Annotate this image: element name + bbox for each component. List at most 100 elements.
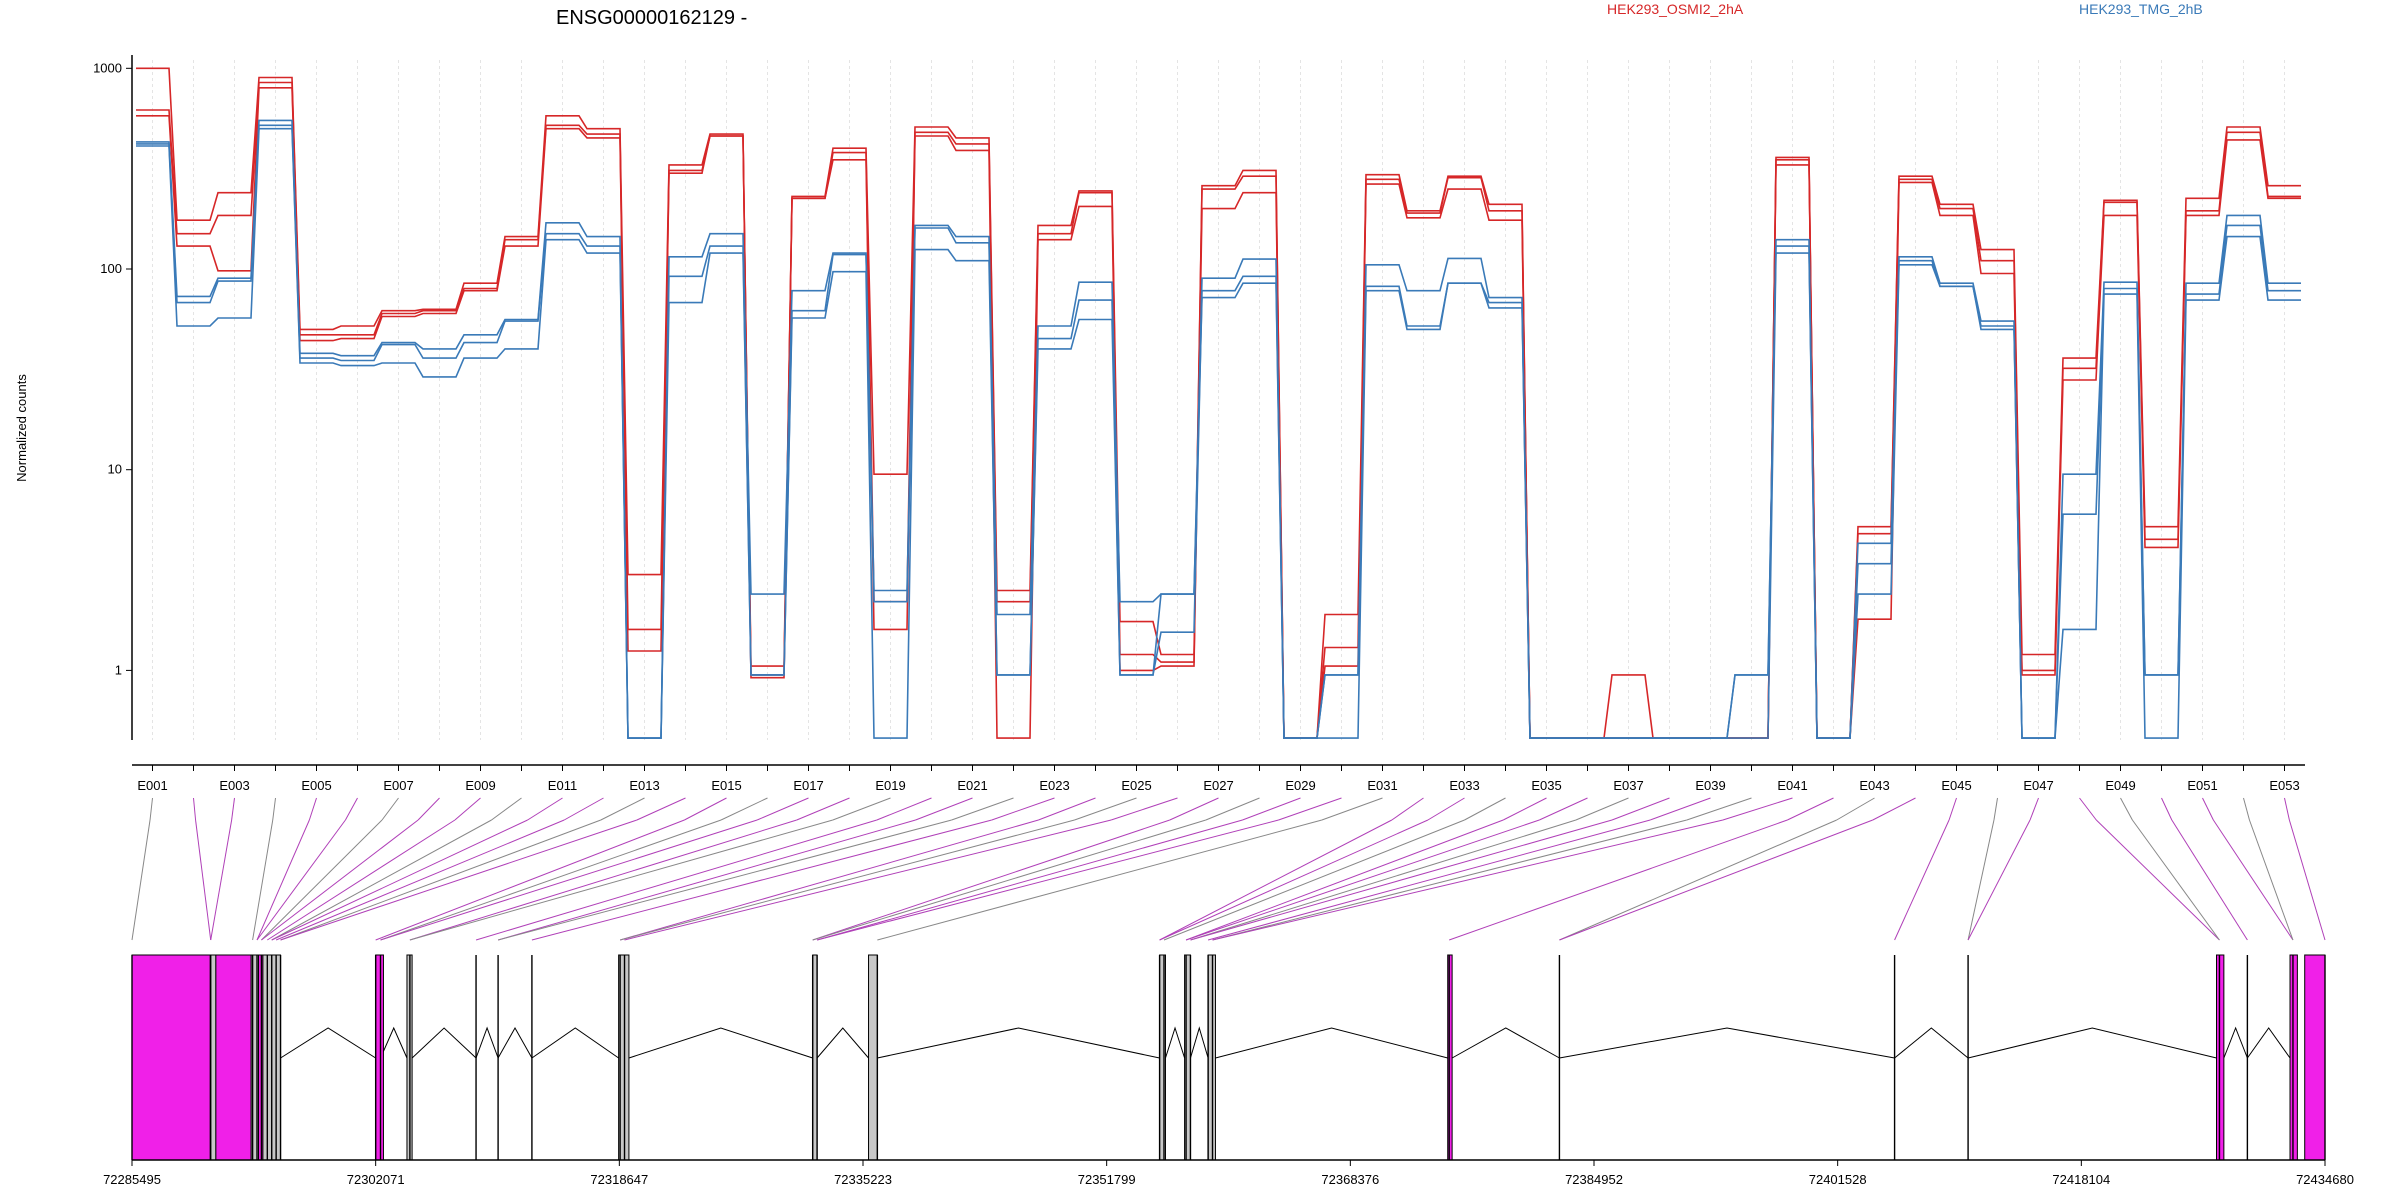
exon-connector-lines [131, 797, 2326, 941]
x-tick-label: E013 [629, 778, 659, 793]
connector-line [1787, 797, 1834, 821]
connector-line [991, 797, 1055, 821]
connector-line [409, 819, 797, 941]
connector-line [1159, 819, 1429, 941]
gene-model [131, 954, 2326, 1161]
connector-line [527, 797, 563, 821]
x-tick-label: E027 [1203, 778, 1233, 793]
connector-line [1159, 819, 1393, 941]
exon-block [257, 954, 264, 1161]
exon-block [131, 954, 211, 1161]
connector-line [832, 797, 891, 821]
connector-line [2243, 797, 2250, 821]
connector-line [1391, 797, 1424, 821]
x-tick-label: E045 [1941, 778, 1971, 793]
connector-line [2095, 819, 2220, 941]
connector-line [720, 797, 768, 821]
x-tick-label: E035 [1531, 778, 1561, 793]
connector-line [1185, 819, 1540, 941]
x-tick-label: E031 [1367, 778, 1397, 793]
x-tick-label: E019 [875, 778, 905, 793]
intron-line [497, 1026, 533, 1059]
y-tick-label: 1 [115, 662, 122, 677]
intron-line [628, 1027, 813, 1059]
x-tick-label: E025 [1121, 778, 1151, 793]
connector-line [876, 797, 932, 821]
intron-line [2223, 1026, 2248, 1059]
intron-line [531, 1027, 619, 1059]
connector-line [2029, 797, 2039, 821]
genomic-tick-label: 72401528 [1809, 1172, 1867, 1187]
connector-line [267, 819, 456, 941]
intron-line [475, 1026, 499, 1059]
connector-line [1967, 819, 2031, 941]
connector-line [1872, 797, 1916, 821]
connector-line [409, 819, 833, 941]
connector-line [345, 797, 358, 821]
connector-line [1110, 797, 1178, 821]
connector-line [1190, 819, 1613, 941]
connector-line [684, 797, 727, 821]
connector-line [1539, 797, 1588, 821]
connector-line [619, 819, 1075, 941]
legend-item-osmi2: HEK293_OSMI2_2hA [1607, 1, 1744, 17]
exon-block [2304, 954, 2326, 1161]
x-tick-label: E005 [301, 778, 331, 793]
connector-line [812, 819, 1207, 941]
connector-line [1207, 819, 1651, 941]
x-tick-label: E051 [2187, 778, 2217, 793]
genomic-tick-label: 72434680 [2296, 1172, 2354, 1187]
connector-line [308, 797, 317, 821]
x-tick-label: E029 [1285, 778, 1315, 793]
connector-line [261, 819, 383, 941]
connector-line [271, 819, 528, 941]
exon-block [1447, 954, 1453, 1161]
connector-line [1559, 819, 1873, 941]
x-tick-label: E021 [957, 778, 987, 793]
x-tick-label: E011 [548, 778, 577, 793]
connector-line [380, 819, 722, 941]
connector-line [131, 819, 151, 941]
connector-line [2202, 797, 2214, 821]
intron-line [1164, 1026, 1186, 1059]
connector-line [1427, 797, 1465, 821]
connector-line [915, 797, 973, 821]
connector-line [1611, 797, 1670, 821]
y-tick-label: 1000 [93, 60, 122, 75]
connector-line [1836, 797, 1875, 821]
connector-line [812, 819, 1170, 941]
x-tick-label: E001 [137, 778, 167, 793]
connector-line [816, 819, 1243, 941]
genomic-tick-label: 72302071 [347, 1172, 405, 1187]
x-tick-label: E023 [1039, 778, 1069, 793]
connector-line [261, 819, 419, 941]
connector-line [1575, 797, 1629, 821]
x-tick-label: E009 [465, 778, 495, 793]
connector-line [210, 819, 233, 941]
connector-line [2161, 797, 2173, 821]
intron-line [1894, 1027, 1969, 1059]
connector-line [497, 819, 916, 941]
connector-line [475, 819, 877, 941]
genomic-tick-label: 72418104 [2052, 1172, 2110, 1187]
connector-line [1185, 819, 1504, 941]
connector-line [1163, 819, 1465, 941]
connector-line [271, 819, 492, 941]
x-tick-label: E015 [711, 778, 741, 793]
x-tick-label: E041 [1777, 778, 1807, 793]
chart-title: ENSG00000162129 - [556, 7, 747, 29]
connector-line [2079, 797, 2097, 821]
connector-line [1212, 819, 1687, 941]
y-axis-label: Normalized counts [14, 374, 29, 482]
intron-line [877, 1027, 1160, 1059]
intron-line [1189, 1026, 1209, 1059]
connector-line [1242, 797, 1301, 821]
connector-line [2212, 819, 2294, 941]
exon-block [1207, 954, 1216, 1161]
exon-block [868, 954, 878, 1161]
genomic-tick-label: 72368376 [1321, 1172, 1379, 1187]
connector-line [380, 819, 758, 941]
series-line [136, 87, 2301, 739]
connector-line [1650, 797, 1711, 821]
connector-line [951, 797, 1014, 821]
